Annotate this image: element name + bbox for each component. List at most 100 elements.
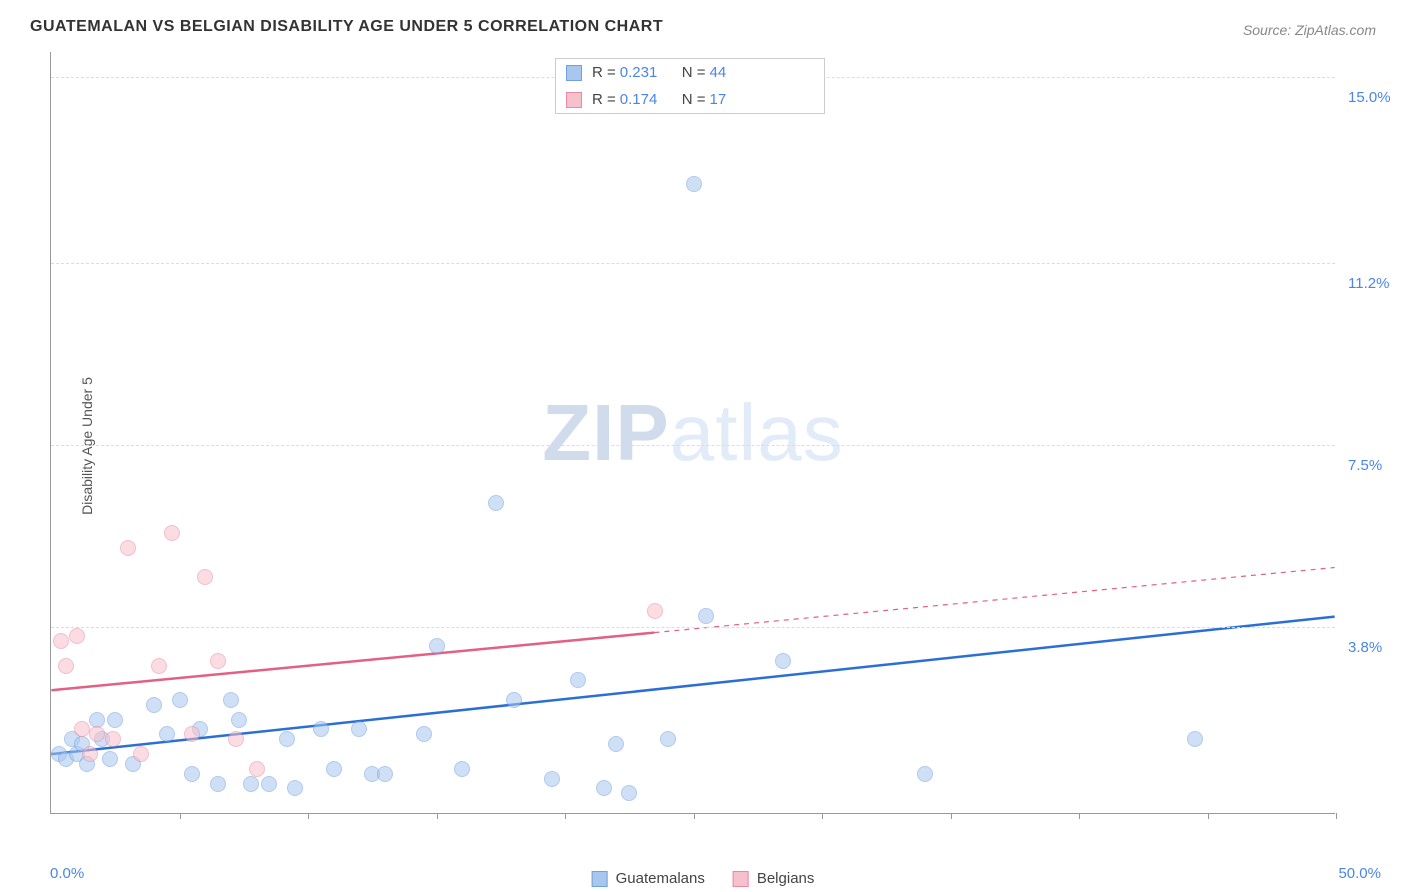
- stats-n-value: 17: [710, 91, 758, 108]
- data-point: [210, 776, 226, 792]
- data-point: [69, 628, 85, 644]
- data-point: [621, 785, 637, 801]
- data-point: [74, 721, 90, 737]
- data-point: [544, 771, 560, 787]
- legend-item-belgians: Belgians: [733, 870, 815, 887]
- data-point: [287, 780, 303, 796]
- stats-r-value: 0.231: [620, 64, 668, 81]
- data-point: [58, 658, 74, 674]
- data-point: [184, 766, 200, 782]
- stats-r-label: R =: [592, 64, 616, 81]
- data-point: [159, 726, 175, 742]
- trend-line-dashed: [655, 568, 1335, 633]
- data-point: [647, 603, 663, 619]
- stats-r-label: R =: [592, 91, 616, 108]
- data-point: [660, 731, 676, 747]
- data-point: [146, 697, 162, 713]
- data-point: [133, 746, 149, 762]
- data-point: [608, 736, 624, 752]
- legend-swatch-guatemalans: [592, 871, 608, 887]
- gridline: [51, 627, 1335, 628]
- data-point: [429, 638, 445, 654]
- data-point: [243, 776, 259, 792]
- stats-r-value: 0.174: [620, 91, 668, 108]
- stats-row-belgians: R = 0.174 N = 17: [556, 86, 824, 113]
- stats-n-value: 44: [710, 64, 758, 81]
- stats-swatch-belgians: [566, 92, 582, 108]
- legend: Guatemalans Belgians: [592, 870, 815, 887]
- data-point: [172, 692, 188, 708]
- gridline: [51, 445, 1335, 446]
- x-tick: [308, 813, 309, 819]
- watermark: ZIPatlas: [542, 387, 843, 479]
- data-point: [698, 608, 714, 624]
- stats-n-label: N =: [682, 91, 706, 108]
- x-axis-max-label: 50.0%: [1338, 865, 1381, 882]
- data-point: [89, 726, 105, 742]
- x-tick: [1336, 813, 1337, 819]
- y-tick-label: 7.5%: [1348, 457, 1382, 474]
- data-point: [279, 731, 295, 747]
- data-point: [454, 761, 470, 777]
- chart-title: GUATEMALAN VS BELGIAN DISABILITY AGE UND…: [30, 18, 663, 36]
- data-point: [917, 766, 933, 782]
- legend-swatch-belgians: [733, 871, 749, 887]
- trend-lines-svg: [51, 52, 1335, 813]
- data-point: [686, 176, 702, 192]
- data-point: [326, 761, 342, 777]
- x-tick: [694, 813, 695, 819]
- x-tick: [1079, 813, 1080, 819]
- data-point: [596, 780, 612, 796]
- x-tick: [437, 813, 438, 819]
- x-tick: [565, 813, 566, 819]
- watermark-zip: ZIP: [542, 388, 669, 477]
- gridline: [51, 263, 1335, 264]
- x-tick: [180, 813, 181, 819]
- data-point: [488, 495, 504, 511]
- data-point: [102, 751, 118, 767]
- y-tick-label: 15.0%: [1348, 89, 1391, 106]
- data-point: [261, 776, 277, 792]
- data-point: [120, 540, 136, 556]
- data-point: [197, 569, 213, 585]
- stats-row-guatemalans: R = 0.231 N = 44: [556, 59, 824, 86]
- x-tick: [822, 813, 823, 819]
- data-point: [164, 525, 180, 541]
- data-point: [377, 766, 393, 782]
- plot-area: ZIPatlas 3.8%7.5%11.2%15.0%: [50, 52, 1335, 814]
- data-point: [775, 653, 791, 669]
- data-point: [105, 731, 121, 747]
- y-tick-label: 3.8%: [1348, 639, 1382, 656]
- legend-label: Guatemalans: [616, 870, 705, 887]
- data-point: [107, 712, 123, 728]
- chart-container: GUATEMALAN VS BELGIAN DISABILITY AGE UND…: [0, 0, 1406, 892]
- data-point: [570, 672, 586, 688]
- x-tick: [1208, 813, 1209, 819]
- x-axis-min-label: 0.0%: [50, 865, 84, 882]
- stats-box: R = 0.231 N = 44 R = 0.174 N = 17: [555, 58, 825, 114]
- data-point: [351, 721, 367, 737]
- trend-line-solid: [51, 617, 1334, 754]
- x-tick: [951, 813, 952, 819]
- legend-item-guatemalans: Guatemalans: [592, 870, 705, 887]
- legend-label: Belgians: [757, 870, 815, 887]
- data-point: [416, 726, 432, 742]
- data-point: [506, 692, 522, 708]
- data-point: [231, 712, 247, 728]
- data-point: [313, 721, 329, 737]
- stats-n-label: N =: [682, 64, 706, 81]
- data-point: [210, 653, 226, 669]
- data-point: [249, 761, 265, 777]
- data-point: [223, 692, 239, 708]
- data-point: [89, 712, 105, 728]
- data-point: [53, 633, 69, 649]
- trend-line-solid: [51, 633, 654, 691]
- data-point: [151, 658, 167, 674]
- data-point: [228, 731, 244, 747]
- data-point: [1187, 731, 1203, 747]
- source-label: Source: ZipAtlas.com: [1243, 22, 1376, 38]
- data-point: [82, 746, 98, 762]
- stats-swatch-guatemalans: [566, 65, 582, 81]
- data-point: [184, 726, 200, 742]
- y-tick-label: 11.2%: [1348, 275, 1389, 292]
